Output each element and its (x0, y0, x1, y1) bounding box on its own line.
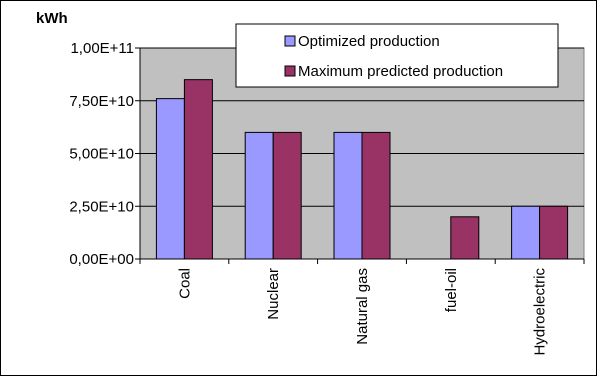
bar-optimized-nuclear (244, 131, 274, 260)
bar-maximum-natural-gas (361, 131, 391, 260)
legend-label-optimized: Optimized production (298, 33, 440, 50)
bars (155, 79, 569, 260)
x-tick-labels: Coal Nuclear Natural gas fuel-oil Hydroelect… (176, 268, 548, 356)
x-tick-label: Hydroelectric (532, 268, 549, 356)
y-tick-label: 5,00E+10 (69, 146, 134, 163)
legend: Optimized production Maximum predicted p… (235, 23, 559, 88)
y-tick-label: 1,00E+11 (70, 40, 134, 57)
bar-optimized-natural-gas (333, 131, 363, 260)
legend-label-maximum: Maximum predicted production (298, 63, 503, 80)
legend-swatch-optimized (284, 35, 296, 47)
y-tick-label: 0,00E+00 (69, 251, 134, 268)
x-tick-label: Coal (176, 268, 193, 299)
axes (135, 47, 585, 264)
x-tick-label: Natural gas (354, 268, 371, 345)
bar-maximum-hydroelectric (539, 205, 569, 260)
y-axis-unit-label: kWh (36, 10, 68, 27)
bar-maximum-fuel-oil (450, 216, 480, 260)
y-tick-label: 2,50E+10 (69, 198, 134, 215)
y-tick-label: 7,50E+10 (69, 93, 134, 110)
x-tick-label: fuel-oil (443, 268, 460, 312)
legend-swatch-maximum (284, 65, 296, 77)
bar-optimized-coal (155, 98, 185, 260)
bar-optimized-hydroelectric (511, 205, 541, 260)
bar-maximum-nuclear (272, 131, 302, 260)
y-tick-labels: 0,00E+00 2,50E+10 5,00E+10 7,50E+10 1,00E+11 (69, 40, 134, 268)
x-tick-label: Nuclear (265, 268, 282, 320)
bar-maximum-coal (183, 79, 213, 260)
